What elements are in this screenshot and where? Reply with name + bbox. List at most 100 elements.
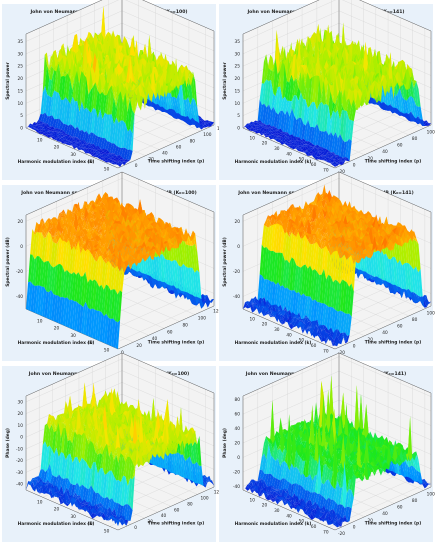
surface-cell bbox=[416, 81, 421, 107]
surface-cell bbox=[32, 128, 38, 131]
surface-cell bbox=[78, 145, 84, 148]
surface-cell bbox=[70, 96, 75, 126]
z-tick-label: 35 bbox=[235, 39, 241, 45]
x-tick-label: 10 bbox=[37, 137, 43, 143]
surface-cell bbox=[55, 135, 61, 139]
surface-cell bbox=[390, 87, 396, 108]
surface-cell bbox=[418, 115, 423, 126]
surface-cell bbox=[146, 97, 151, 107]
surface-cell bbox=[104, 62, 110, 75]
surface-cell bbox=[105, 141, 110, 151]
surface-cell bbox=[61, 43, 66, 65]
surface-cell bbox=[141, 80, 147, 96]
surface-cell bbox=[49, 90, 55, 117]
surface-cell bbox=[107, 153, 113, 155]
surface-cell bbox=[139, 58, 145, 76]
surface-cell bbox=[105, 150, 110, 154]
surface-cell bbox=[160, 71, 166, 84]
surface-cell bbox=[48, 133, 54, 137]
surface-cell bbox=[106, 36, 111, 57]
surface-cell bbox=[75, 141, 81, 143]
surface-cell bbox=[95, 90, 100, 119]
surface-cell bbox=[113, 161, 118, 165]
surface-cell bbox=[160, 106, 165, 113]
surface-cell bbox=[63, 73, 68, 100]
surface-cell bbox=[395, 107, 400, 116]
surface-cell bbox=[73, 137, 78, 142]
z-tick-label: 20 bbox=[235, 76, 241, 82]
surface-cell bbox=[106, 158, 111, 161]
surface-cell bbox=[83, 148, 88, 152]
surface-cell bbox=[195, 100, 200, 124]
surface-cell bbox=[119, 147, 124, 157]
surface-cell bbox=[100, 52, 106, 65]
surface-plot bbox=[243, 22, 431, 167]
surface-cell bbox=[209, 121, 214, 126]
surface-cell bbox=[104, 54, 109, 62]
surface-cell bbox=[88, 68, 93, 95]
surface-cell bbox=[109, 143, 115, 154]
surface-cell bbox=[34, 125, 40, 130]
surface-cell bbox=[200, 122, 206, 125]
surface-cell bbox=[126, 45, 132, 62]
surface-cell bbox=[104, 160, 109, 163]
surface-cell bbox=[78, 42, 83, 47]
surface-cell bbox=[112, 73, 118, 95]
surface-cell bbox=[101, 156, 107, 160]
surface-cell bbox=[41, 126, 46, 130]
surface-cell bbox=[161, 59, 167, 73]
surface-cell bbox=[69, 144, 75, 147]
surface-cell bbox=[66, 49, 72, 76]
surface-cell bbox=[114, 117, 119, 146]
surface-cell bbox=[121, 159, 126, 162]
surface-cell bbox=[116, 147, 122, 156]
z-tick-label: 0 bbox=[237, 126, 240, 132]
surface-cell bbox=[418, 106, 423, 120]
surface-cell bbox=[88, 87, 94, 113]
z-tick-label: 10 bbox=[235, 101, 241, 107]
surface-cell bbox=[200, 118, 205, 121]
surface-cell bbox=[97, 153, 102, 156]
surface-cell bbox=[41, 122, 46, 125]
surface-cell bbox=[116, 120, 121, 148]
surface-cell bbox=[130, 56, 136, 73]
y-tick-label: 40 bbox=[162, 151, 168, 157]
surface-cell bbox=[198, 120, 203, 125]
surface-cell bbox=[202, 122, 208, 124]
surface-cell bbox=[58, 76, 64, 101]
surface-cell bbox=[99, 155, 104, 158]
x-tick-label: 70 bbox=[323, 167, 329, 173]
surface-cell bbox=[140, 76, 145, 101]
surface-cell bbox=[207, 122, 212, 127]
surface-cell bbox=[106, 78, 112, 96]
surface-cell bbox=[80, 145, 86, 148]
surface-cell bbox=[66, 124, 71, 135]
surface-cell bbox=[145, 75, 151, 85]
surface-cell bbox=[153, 102, 158, 111]
surface-cell bbox=[92, 152, 97, 156]
surface-cell bbox=[170, 60, 175, 78]
surface-cell bbox=[102, 138, 108, 149]
surface-cell bbox=[117, 158, 122, 161]
surface-cell bbox=[47, 78, 52, 97]
surface-cell bbox=[117, 163, 123, 167]
surface-cell bbox=[64, 57, 70, 75]
surface-cell bbox=[399, 87, 405, 114]
surface-cell bbox=[122, 64, 128, 79]
surface-cell bbox=[121, 161, 127, 166]
surface-cell bbox=[40, 85, 45, 115]
surface-cell bbox=[62, 55, 67, 70]
surface-cell bbox=[104, 89, 110, 115]
surface-cell bbox=[78, 147, 84, 151]
surface-cell bbox=[66, 140, 72, 142]
surface-cell bbox=[118, 120, 124, 149]
surface-cell bbox=[134, 40, 139, 67]
z-tick-label: 25 bbox=[235, 64, 241, 70]
surface-cell bbox=[130, 112, 135, 152]
surface-cell bbox=[205, 122, 210, 124]
surface-cell bbox=[101, 151, 106, 154]
surface-cell bbox=[103, 152, 108, 155]
chart-panel-3: John von Neumann spectrogram of Gaussian… bbox=[2, 171, 222, 361]
surface-cell bbox=[113, 84, 118, 101]
